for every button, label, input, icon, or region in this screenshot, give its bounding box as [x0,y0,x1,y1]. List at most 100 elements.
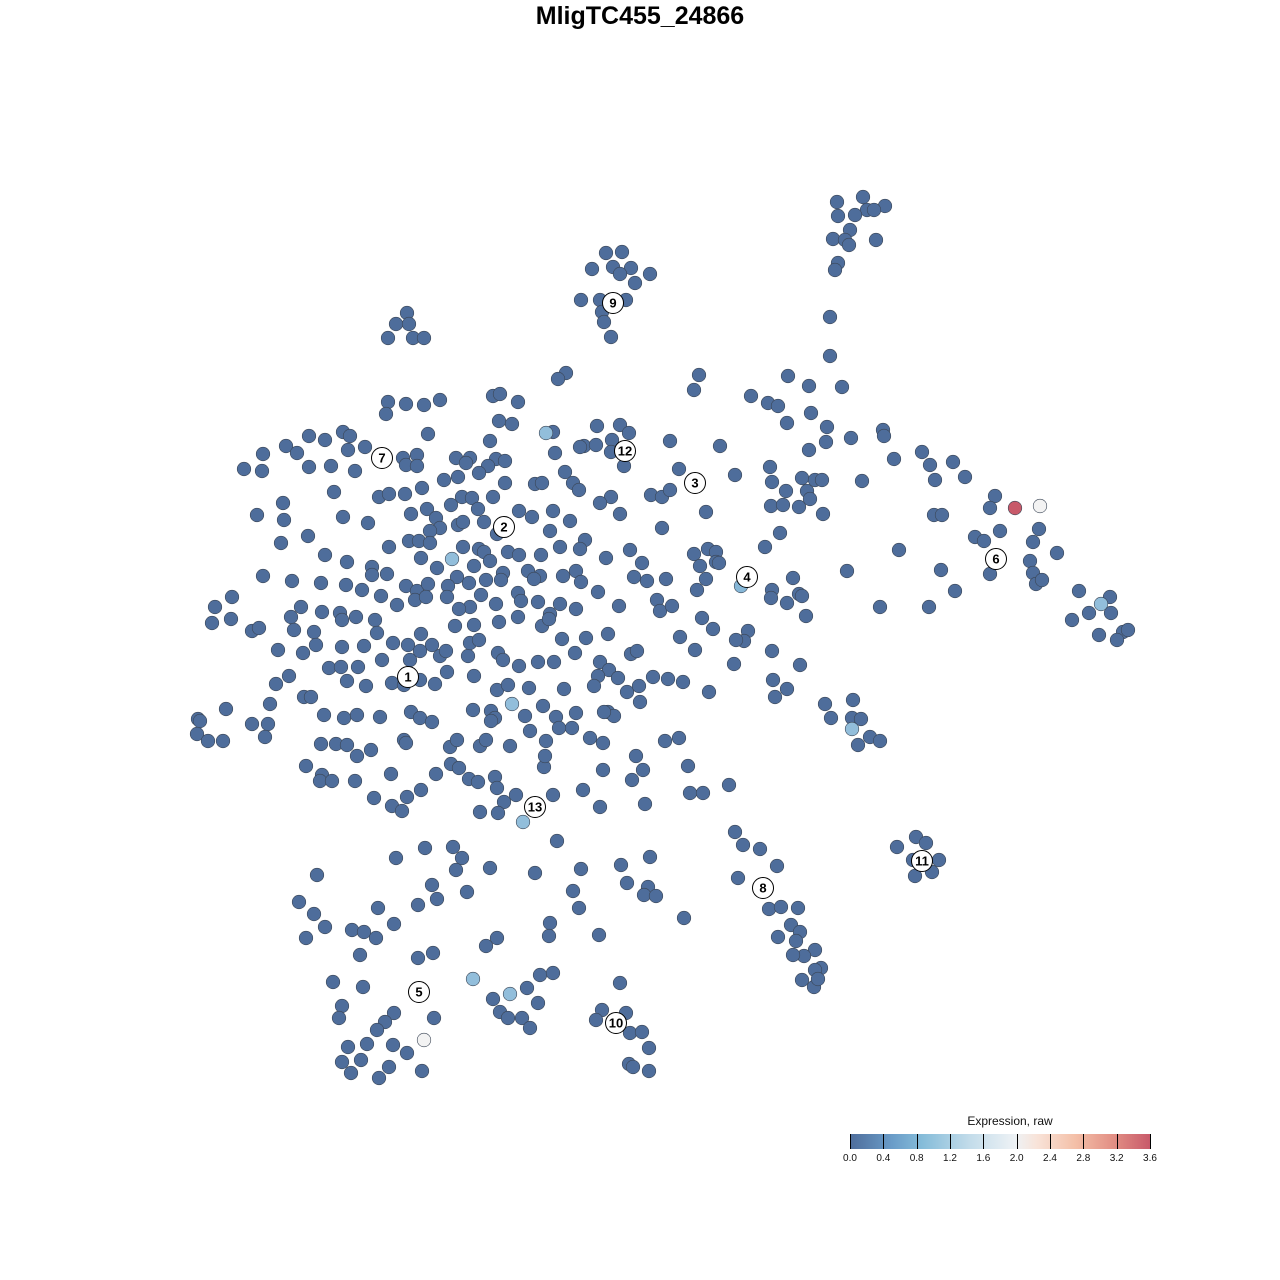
data-point [927,472,943,488]
data-point [439,664,455,680]
data-point [595,762,611,778]
data-point [855,189,871,205]
data-point [388,316,404,332]
legend-title: Expression, raw [967,1114,1053,1128]
data-point [815,506,831,522]
cluster-label-text: 2 [500,520,507,535]
data-point [601,662,617,678]
data-point [473,587,489,603]
data-point [401,316,417,332]
data-point [626,569,642,585]
data-point [420,576,436,592]
data-point [588,437,604,453]
data-point [340,1039,356,1055]
data-point [686,546,702,562]
data-point [313,736,329,752]
data-point [552,539,568,555]
data-point [628,748,644,764]
data-point [445,839,461,855]
data-point [472,804,488,820]
data-point [488,596,504,612]
data-point [357,439,373,455]
data-point [552,596,568,612]
data-point [504,416,520,432]
data-point [386,1005,402,1021]
data-point [244,716,260,732]
data-point [412,643,428,659]
data-point [380,394,396,410]
data-point [381,486,397,502]
data-point [466,668,482,684]
data-point [551,720,567,736]
data-point [418,589,434,605]
data-point [541,928,557,944]
data-point [363,742,379,758]
data-point [350,659,366,675]
data-point [371,1070,387,1086]
legend-tick-mark [950,1134,951,1149]
data-point [458,455,474,471]
legend-tick-label: 2.0 [1009,1153,1024,1164]
data-point [455,539,471,555]
data-point [410,950,426,966]
data-point [360,515,376,531]
data-point [414,480,430,496]
data-point [293,599,309,615]
data-point [819,419,835,435]
cluster-label: 7 [371,447,393,469]
data-point [334,1054,350,1070]
data-point [349,748,365,764]
data-point [249,507,265,523]
data-point [316,707,332,723]
data-point [623,260,639,276]
data-point [803,405,819,421]
cluster-label-circle [985,548,1007,570]
data-point [419,501,435,517]
data-point [686,382,702,398]
data-point [295,645,311,661]
data-point [635,762,651,778]
data-point [612,975,628,991]
legend-tick-label: 2.4 [1043,1153,1057,1164]
chart-title: MligTC455_24866 [535,2,745,30]
data-point [399,1045,415,1061]
data-point [511,503,527,519]
data-point [466,617,482,633]
legend-tick-label: 0.4 [876,1153,891,1164]
cluster-label: 13 [524,796,546,818]
data-point [373,588,389,604]
data-point [921,599,937,615]
data-point [260,716,276,732]
data-point [772,525,788,541]
data-point [788,933,804,949]
cluster-label: 12 [614,440,636,462]
data-point [465,702,481,718]
data-point [794,588,810,604]
data-point [398,396,414,412]
data-point [416,397,432,413]
data-point [471,632,487,648]
cluster-label: 9 [602,292,624,314]
data-point [547,445,563,461]
data-point [573,574,589,590]
data-point [466,558,482,574]
data-point [572,439,588,455]
data-point [778,483,794,499]
data-point [769,858,785,874]
data-point [726,656,742,672]
data-point [323,458,339,474]
data-point [359,1036,375,1052]
data-point [204,615,220,631]
cluster-label: 1 [397,666,419,688]
data-point [397,486,413,502]
cluster-label: 8 [752,877,774,899]
data-point [779,595,795,611]
data-point [891,542,907,558]
data-point [460,648,476,664]
data-point [317,919,333,935]
data-point [526,571,542,587]
data-point [273,535,289,551]
data-point [369,625,385,641]
data-point [497,475,513,491]
data-point [562,513,578,529]
